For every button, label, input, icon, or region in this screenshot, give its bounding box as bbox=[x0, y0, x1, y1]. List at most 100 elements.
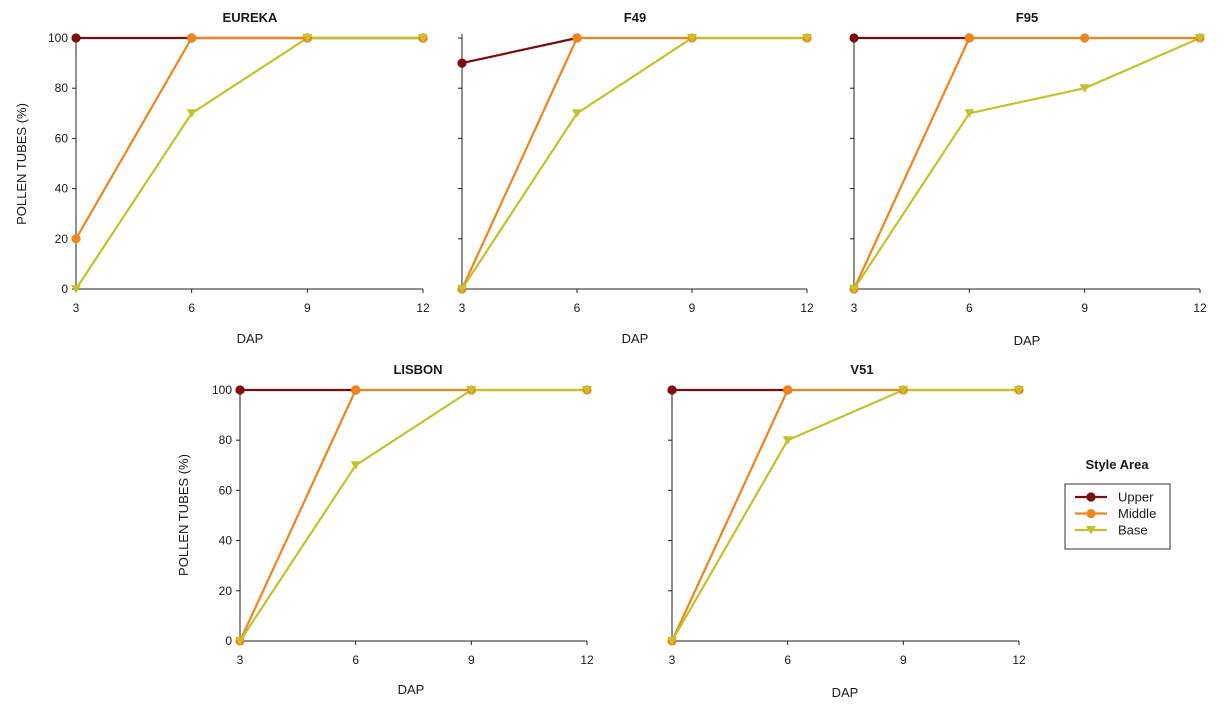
x-tick-label: 9 bbox=[689, 301, 696, 315]
data-point-base bbox=[964, 109, 975, 118]
data-point-base bbox=[186, 109, 197, 118]
data-point-base bbox=[572, 109, 582, 118]
series-line-middle bbox=[853, 36, 1200, 290]
y-tick-label: 60 bbox=[55, 131, 69, 145]
data-point-base bbox=[418, 34, 428, 43]
x-tick-label: 9 bbox=[468, 653, 475, 667]
data-point-base bbox=[457, 285, 467, 294]
panel-title: EUREKA bbox=[223, 10, 279, 25]
series-line-base bbox=[671, 388, 1019, 642]
y-axis-label: POLLEN TUBES (%) bbox=[14, 103, 29, 225]
data-point-middle bbox=[1080, 33, 1090, 43]
series-line-base bbox=[853, 36, 1201, 290]
data-point-base bbox=[1195, 34, 1205, 43]
x-tick-label: 12 bbox=[416, 301, 430, 315]
data-point-base bbox=[302, 34, 313, 43]
x-tick-label: 6 bbox=[352, 653, 359, 667]
x-axis-label: DAP bbox=[237, 331, 264, 346]
x-tick-label: 9 bbox=[900, 653, 907, 667]
legend-marker-middle bbox=[1086, 508, 1096, 519]
y-tick-label: 60 bbox=[219, 483, 233, 497]
x-tick-label: 9 bbox=[304, 301, 311, 315]
chart-panel-f95: F95 3 6 9 12 DAP bbox=[849, 10, 1207, 348]
x-tick-label: 3 bbox=[459, 301, 466, 315]
data-point-base bbox=[466, 386, 477, 395]
x-tick-label: 3 bbox=[73, 301, 80, 315]
y-tick-label: 80 bbox=[219, 433, 233, 447]
x-tick-label: 12 bbox=[1193, 301, 1207, 315]
y-tick-label: 80 bbox=[55, 81, 69, 95]
panel-title: LISBON bbox=[393, 362, 442, 377]
series-line-base bbox=[461, 36, 807, 290]
y-tick-label: 20 bbox=[219, 584, 233, 598]
legend-title: Style Area bbox=[1085, 457, 1149, 472]
legend-label-middle: Middle bbox=[1118, 506, 1156, 521]
data-point-base bbox=[782, 436, 793, 445]
data-point-base bbox=[849, 285, 859, 294]
data-point-upper bbox=[457, 58, 467, 68]
chart-panel-lisbon: LISBON 3 6 9 12 0 20 40 60 80 100 DAP POLLEN TUBES (… bbox=[176, 362, 594, 697]
data-point-middle bbox=[187, 33, 197, 43]
y-tick-label: 0 bbox=[225, 634, 232, 648]
data-point-base bbox=[582, 386, 592, 395]
data-point-base bbox=[802, 34, 812, 43]
data-point-base bbox=[898, 386, 909, 395]
legend-label-upper: Upper bbox=[1118, 490, 1154, 505]
y-axis-label: POLLEN TUBES (%) bbox=[176, 454, 191, 576]
chart-panel-eureka: EUREKA 3 6 9 12 0 20 40 60 80 100 DAP POLLEN TUBES (… bbox=[14, 10, 430, 346]
data-point-base bbox=[1079, 84, 1090, 93]
y-tick-label: 20 bbox=[55, 232, 69, 246]
series-line-base bbox=[75, 36, 423, 290]
x-tick-label: 6 bbox=[966, 301, 973, 315]
legend-box bbox=[1064, 483, 1171, 550]
data-point-base bbox=[1014, 386, 1024, 395]
data-point-base bbox=[687, 34, 697, 43]
x-tick-label: 6 bbox=[574, 301, 581, 315]
panel-title: V51 bbox=[850, 362, 873, 377]
x-tick-label: 6 bbox=[188, 301, 195, 315]
data-point-middle bbox=[71, 234, 81, 244]
y-tick-label: 100 bbox=[48, 31, 68, 45]
data-point-middle bbox=[964, 33, 974, 43]
x-tick-label: 12 bbox=[800, 301, 814, 315]
x-tick-label: 3 bbox=[851, 301, 858, 315]
y-tick-label: 40 bbox=[219, 534, 233, 548]
panel-title: F49 bbox=[624, 10, 646, 25]
y-tick-label: 40 bbox=[55, 182, 69, 196]
x-tick-label: 3 bbox=[237, 653, 244, 667]
data-point-base bbox=[667, 637, 677, 646]
data-point-base bbox=[350, 461, 361, 470]
x-axis-label: DAP bbox=[622, 331, 649, 346]
x-tick-label: 12 bbox=[580, 653, 594, 667]
chart-panel-f49: F49 3 6 9 12 DAP bbox=[457, 10, 814, 346]
data-point-base bbox=[235, 637, 245, 646]
data-point-middle bbox=[783, 385, 793, 395]
x-tick-label: 6 bbox=[784, 653, 791, 667]
y-tick-label: 0 bbox=[61, 282, 68, 296]
data-point-upper bbox=[667, 385, 677, 395]
x-tick-label: 9 bbox=[1081, 301, 1088, 315]
series-line-middle bbox=[671, 388, 1019, 642]
data-point-base bbox=[71, 285, 81, 294]
x-axis-label: DAP bbox=[398, 682, 425, 697]
data-point-middle bbox=[351, 385, 361, 395]
x-tick-label: 12 bbox=[1012, 653, 1026, 667]
x-tick-label: 3 bbox=[669, 653, 676, 667]
data-point-upper bbox=[235, 385, 245, 395]
series-line-upper bbox=[461, 36, 578, 65]
data-point-upper bbox=[71, 33, 81, 43]
legend-marker-upper bbox=[1086, 492, 1096, 502]
y-tick-label: 100 bbox=[212, 383, 232, 397]
x-axis-label: DAP bbox=[1014, 333, 1041, 348]
panel-title: F95 bbox=[1016, 10, 1038, 25]
chart-panel-v51: V51 3 6 9 12 DAP bbox=[667, 362, 1026, 700]
legend-marker-base bbox=[1086, 526, 1096, 535]
series-line-base bbox=[239, 388, 587, 642]
legend-label-base: Base bbox=[1118, 523, 1148, 538]
data-point-upper bbox=[849, 33, 859, 43]
x-axis-label: DAP bbox=[832, 685, 859, 700]
data-point-middle bbox=[572, 33, 582, 43]
